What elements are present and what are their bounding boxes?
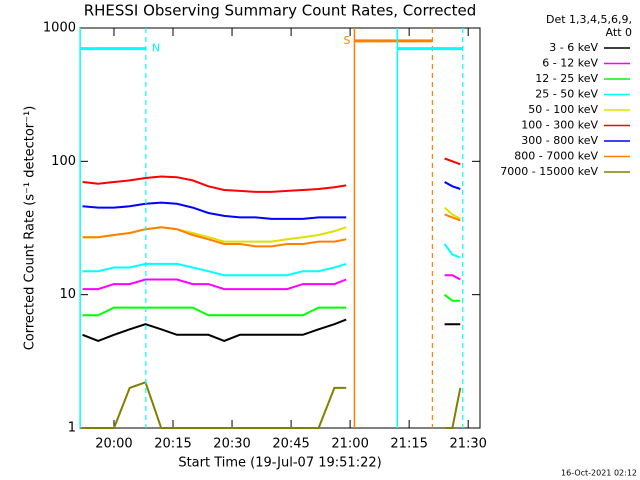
x-tick-label: 20:00 [95, 437, 132, 452]
series-line [82, 157, 461, 193]
y-tick-label: 1000 [43, 21, 76, 36]
interval-label: N [152, 42, 160, 55]
legend-label: 3 - 6 keV [549, 41, 598, 54]
legend-label: 100 - 300 keV [521, 119, 598, 132]
series-line [82, 318, 461, 342]
x-axis-label: Start Time (19-Jul-07 19:51:22) [178, 456, 381, 471]
x-tick-label: 20:30 [213, 437, 250, 452]
series-line [82, 274, 461, 291]
series-line [82, 293, 461, 317]
legend-label: 50 - 100 keV [528, 103, 598, 116]
x-tick-label: 20:15 [154, 437, 191, 452]
y-tick-label: 10 [59, 287, 76, 302]
legend-label: 25 - 50 keV [535, 88, 598, 101]
x-tick-label: 20:45 [272, 437, 309, 452]
series-line [82, 381, 462, 429]
legend-label: 300 - 800 keV [521, 134, 598, 147]
y-tick-label: 1 [68, 421, 76, 436]
footer-date: 16-Oct-2021 02:12 [561, 469, 637, 478]
legend-label: 6 - 12 keV [542, 57, 598, 70]
legend-label: 12 - 25 keV [535, 72, 598, 85]
series-line [82, 213, 461, 248]
legend-label: 800 - 7000 keV [514, 150, 598, 163]
chart-title: RHESSI Observing Summary Count Rates, Co… [84, 2, 477, 20]
legend-label: 7000 - 15000 keV [500, 165, 598, 178]
y-axis-label: Corrected Count Rate (s⁻¹ detector⁻¹) [23, 106, 38, 351]
y-tick-label: 100 [51, 154, 76, 169]
x-tick-label: 21:30 [449, 437, 486, 452]
series-line [82, 181, 461, 220]
legend-header: Att 0 [606, 26, 632, 39]
interval-label: S [343, 34, 350, 47]
series-line [82, 243, 461, 277]
legend-header: Det 1,3,4,5,6,9, [546, 13, 632, 26]
x-tick-label: 21:00 [331, 437, 368, 452]
x-tick-label: 21:15 [390, 437, 427, 452]
